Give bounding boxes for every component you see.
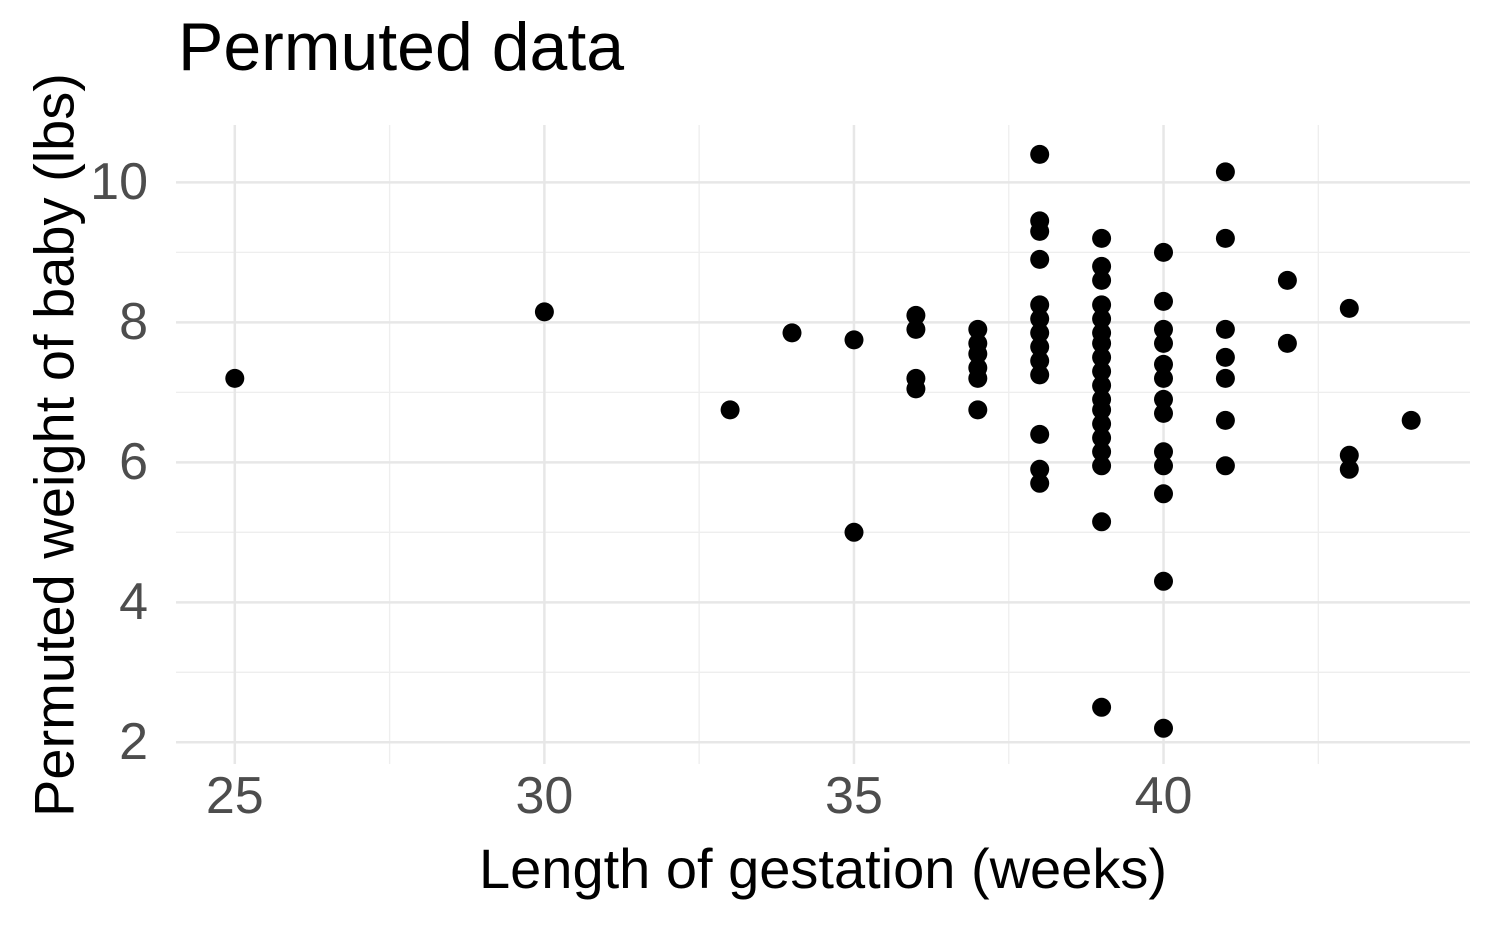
data-point xyxy=(1339,459,1359,479)
data-point xyxy=(1154,354,1173,374)
data-point xyxy=(1030,459,1050,479)
data-point xyxy=(844,330,864,350)
data-point xyxy=(1154,571,1173,591)
data-point xyxy=(1030,323,1050,343)
data-point xyxy=(225,368,245,388)
data-point xyxy=(1154,456,1173,476)
data-point xyxy=(1092,309,1112,329)
data-point xyxy=(1154,319,1173,339)
x-tick-label: 25 xyxy=(205,767,264,825)
x-tick-label: 35 xyxy=(825,767,883,825)
data-point xyxy=(968,400,988,420)
data-point xyxy=(1030,221,1050,241)
data-point xyxy=(1339,298,1359,318)
data-point xyxy=(1154,291,1173,311)
data-point xyxy=(1030,295,1050,315)
data-point xyxy=(968,368,988,388)
data-point xyxy=(1215,368,1235,388)
data-point xyxy=(1277,270,1297,290)
data-point xyxy=(1154,368,1173,388)
data-point xyxy=(782,323,802,343)
data-point xyxy=(1215,456,1235,476)
data-point xyxy=(968,319,988,339)
data-point xyxy=(1154,242,1173,262)
data-point xyxy=(1092,361,1112,381)
data-point xyxy=(1154,389,1173,409)
data-point xyxy=(1092,442,1112,462)
y-tick-label: 2 xyxy=(119,713,148,772)
data-point xyxy=(1092,400,1112,420)
data-point xyxy=(1092,375,1112,395)
data-point xyxy=(1154,333,1173,353)
data-point xyxy=(1092,414,1112,434)
data-point xyxy=(1092,512,1112,532)
data-point xyxy=(1215,162,1235,182)
x-axis-label: Length of gestation (weeks) xyxy=(479,837,1167,900)
y-tick-label: 8 xyxy=(119,293,148,352)
data-point xyxy=(1092,333,1112,353)
data-point xyxy=(1030,309,1050,329)
data-point xyxy=(1154,718,1173,738)
data-point xyxy=(1401,410,1421,430)
data-point xyxy=(968,344,988,364)
data-point xyxy=(1030,337,1050,357)
data-point xyxy=(1277,333,1297,353)
data-point xyxy=(1092,456,1112,476)
data-point xyxy=(1215,319,1235,339)
data-point xyxy=(1339,445,1359,465)
data-point xyxy=(906,379,926,399)
data-point xyxy=(1092,428,1112,448)
data-point xyxy=(1092,270,1112,290)
data-point xyxy=(1154,403,1173,423)
data-point xyxy=(1154,442,1173,462)
data-point xyxy=(1030,144,1050,164)
chart-title: Permuted data xyxy=(178,9,625,85)
data-point xyxy=(1092,256,1112,276)
y-tick-label: 4 xyxy=(119,573,148,632)
data-point xyxy=(1092,347,1112,367)
data-point xyxy=(720,400,740,420)
data-point xyxy=(1215,410,1235,430)
data-point xyxy=(1092,228,1112,248)
data-point xyxy=(1030,351,1050,371)
data-point xyxy=(844,522,864,542)
data-point xyxy=(534,302,554,322)
data-point xyxy=(1092,295,1112,315)
data-point xyxy=(1030,249,1050,269)
y-tick-label: 10 xyxy=(90,153,148,212)
data-point xyxy=(1030,424,1050,444)
data-point xyxy=(1215,347,1235,367)
data-point xyxy=(1215,228,1235,248)
data-point xyxy=(906,305,926,325)
data-point xyxy=(1154,484,1173,504)
x-tick-label: 40 xyxy=(1134,767,1193,825)
y-tick-label: 6 xyxy=(119,433,148,492)
data-point xyxy=(1092,697,1112,717)
data-point xyxy=(1030,473,1050,493)
x-tick-label: 30 xyxy=(515,767,574,825)
data-point xyxy=(1030,365,1050,385)
data-point xyxy=(906,319,926,339)
